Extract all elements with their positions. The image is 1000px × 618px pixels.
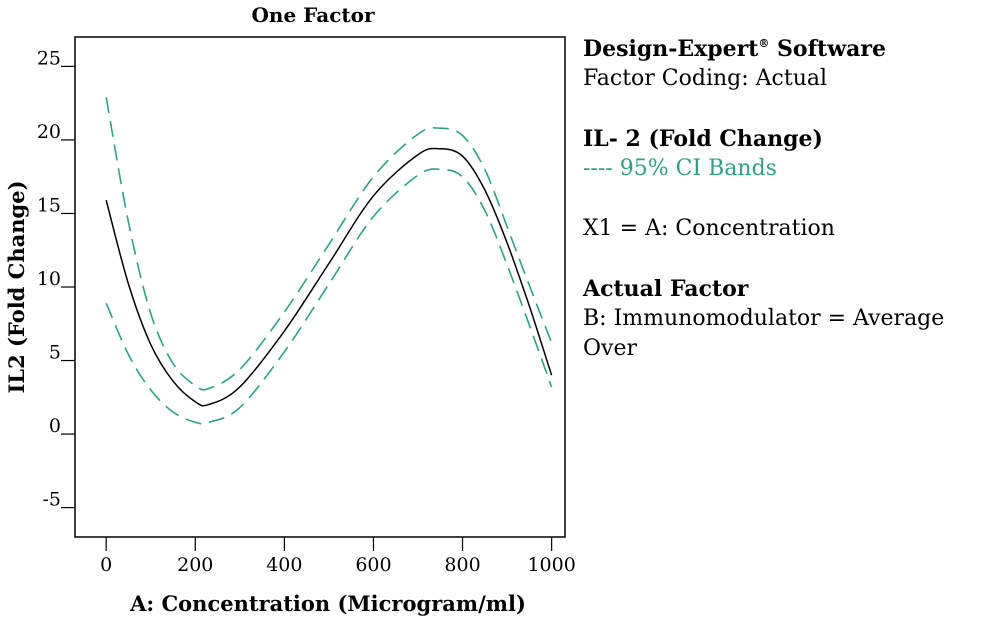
- plot-frame: [74, 36, 566, 538]
- y-tick-label: 15: [37, 194, 61, 216]
- y-tick-label: 10: [37, 268, 61, 290]
- actual-factor-title: Actual Factor: [583, 276, 749, 302]
- fitted-response-line: [105, 147, 553, 407]
- x-tick-label: 800: [444, 554, 480, 576]
- y-tick-label: 25: [37, 47, 61, 69]
- x-tick-label: 0: [100, 554, 112, 576]
- x-tick-label: 400: [266, 554, 302, 576]
- axis-ticks: -5 0 5 10 15 20 25 0 200 400 600 800 1000: [37, 47, 576, 576]
- x1-definition: X1 = A: Concentration: [583, 216, 835, 241]
- ci-upper-band-line: [105, 97, 553, 391]
- software-title: Design-Expert® Software: [583, 34, 1000, 64]
- data-series: [105, 97, 553, 425]
- actual-factor-line: B: Immunomodulator = Average Over: [583, 306, 945, 361]
- x-tick-label: 200: [177, 554, 213, 576]
- software-name: Design-Expert: [583, 36, 759, 62]
- y-tick-label: 0: [49, 415, 61, 437]
- ci-lower-band-line: [105, 168, 553, 425]
- y-tick-label: -5: [42, 489, 61, 511]
- info-panel: Design-Expert® Software Factor Coding: A…: [583, 34, 1000, 364]
- registered-mark: ®: [758, 37, 770, 50]
- x-tick-label: 600: [355, 554, 391, 576]
- software-suffix: Software: [769, 36, 886, 62]
- y-axis-label: IL2 (Fold Change): [4, 180, 29, 393]
- chart-title: One Factor: [251, 3, 374, 27]
- factor-coding: Factor Coding: Actual: [583, 66, 828, 91]
- ci-bands-legend: ---- 95% CI Bands: [583, 156, 777, 181]
- x-axis-label: A: Concentration (Microgram/ml): [129, 591, 526, 616]
- y-tick-label: 20: [37, 121, 61, 143]
- x-tick-label: 1000: [527, 554, 575, 576]
- response-title: IL- 2 (Fold Change): [583, 126, 823, 152]
- y-tick-label: 5: [49, 342, 61, 364]
